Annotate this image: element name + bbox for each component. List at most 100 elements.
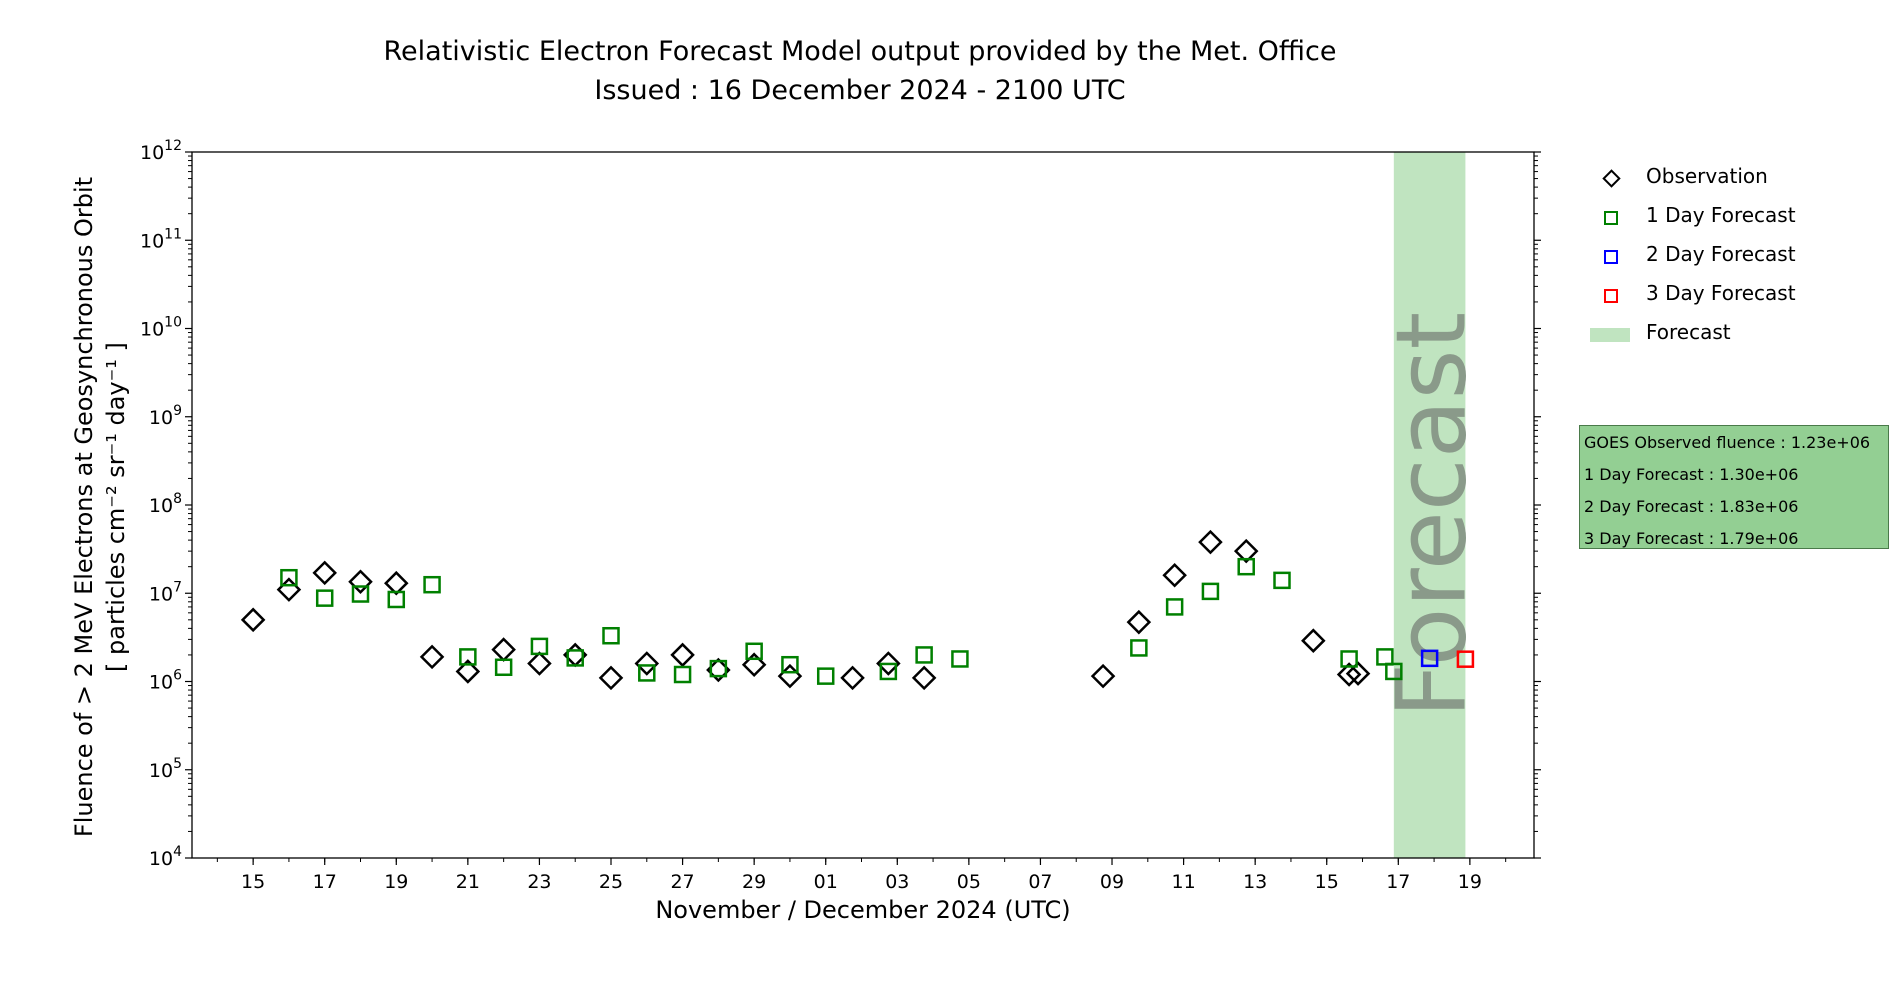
observation-point	[1233, 538, 1259, 564]
observation-point	[527, 651, 552, 676]
x-tick-label: 11	[1171, 871, 1195, 893]
y-axis-label: Fluence of > 2 MeV Electrons at Geosynch…	[70, 176, 98, 838]
1-day-forecast-point	[673, 665, 692, 684]
1-day-forecast-point	[387, 590, 406, 609]
y-tick-label: 109	[149, 403, 182, 429]
1-day-forecast-point	[816, 667, 835, 685]
observation-point	[1336, 662, 1362, 687]
1-day-forecast-point	[530, 637, 549, 656]
observation-point	[384, 570, 409, 596]
1-day-forecast-point	[1273, 571, 1291, 590]
observation-point	[491, 637, 516, 662]
1-day-forecast-point	[423, 575, 441, 594]
legend-label: Forecast	[1646, 320, 1731, 344]
observation-point	[1198, 529, 1223, 555]
observation-point	[455, 659, 481, 684]
blue-square-marker-icon	[1604, 250, 1618, 264]
plot-frame	[191, 151, 1535, 859]
observation-point	[1126, 609, 1152, 635]
x-tick-label: 05	[957, 871, 981, 893]
1-day-forecast-point	[915, 646, 933, 664]
1-day-forecast-point	[1130, 639, 1148, 657]
legend-label: 2 Day Forecast	[1646, 242, 1796, 266]
observation-point	[840, 665, 865, 691]
green-square-marker-icon	[1604, 211, 1618, 225]
1-day-forecast-point	[494, 658, 513, 677]
chart-title: Relativistic Electron Forecast Model out…	[383, 36, 1337, 67]
y-tick-label: 1010	[140, 315, 182, 341]
observation-point	[741, 652, 767, 677]
observation-point	[634, 651, 660, 676]
2-day-forecast-point	[1420, 649, 1439, 668]
y-tick-label: 1012	[140, 138, 182, 164]
3-day-forecast-point	[1456, 650, 1475, 668]
observation-point	[348, 569, 373, 595]
red-square-marker-icon	[1604, 289, 1618, 303]
observation-point	[1090, 663, 1116, 689]
1-day-forecast-point	[566, 649, 584, 667]
y-tick-label: 107	[149, 579, 182, 605]
info-1-day-forecast: 1 Day Forecast : 1.30e+06	[1584, 465, 1799, 484]
x-tick-label: 13	[1243, 871, 1267, 893]
x-tick-label: 17	[1386, 871, 1410, 893]
x-tick-label: 21	[456, 871, 480, 893]
x-tick-label: 15	[241, 871, 265, 893]
y-tick-label: 104	[149, 844, 182, 870]
y-axis-units-label: [ particles cm⁻² sr⁻¹ day⁻¹ ]	[102, 342, 130, 672]
1-day-forecast-point	[351, 585, 370, 603]
observation-point	[1345, 661, 1371, 686]
1-day-forecast-point	[1165, 598, 1184, 616]
x-tick-label: 17	[313, 871, 337, 893]
chart-subtitle: Issued : 16 December 2024 - 2100 UTC	[594, 75, 1126, 106]
y-tick-label: 106	[149, 668, 182, 694]
observation-point	[312, 560, 337, 586]
x-tick-label: 07	[1028, 871, 1052, 893]
x-tick-label: 01	[814, 871, 838, 893]
info-3-day-forecast: 3 Day Forecast : 1.79e+06	[1584, 529, 1799, 548]
x-tick-label: 27	[670, 871, 694, 893]
fluence-info-box: GOES Observed fluence : 1.23e+06 1 Day F…	[1579, 425, 1889, 549]
observation-point	[876, 651, 901, 676]
1-day-forecast-point	[781, 655, 799, 674]
y-tick-label: 105	[149, 756, 182, 782]
x-tick-label: 19	[384, 871, 408, 893]
1-day-forecast-point	[602, 626, 620, 645]
y-tick-label: 1011	[140, 226, 182, 252]
1-day-forecast-point	[951, 650, 969, 668]
info-observed-fluence: GOES Observed fluence : 1.23e+06	[1584, 433, 1871, 452]
1-day-forecast-point	[315, 589, 334, 607]
1-day-forecast-point	[638, 664, 656, 682]
observation-point	[419, 644, 445, 670]
x-tick-label: 09	[1100, 871, 1124, 893]
x-tick-label: 15	[1315, 871, 1339, 893]
1-day-forecast-point	[709, 659, 728, 678]
observation-point	[240, 607, 266, 633]
x-tick-label: 03	[885, 871, 909, 893]
1-day-forecast-point	[1340, 650, 1358, 668]
x-tick-label: 29	[742, 871, 766, 893]
observation-point	[598, 665, 624, 691]
1-day-forecast-point	[459, 648, 477, 666]
observation-point	[1162, 562, 1187, 588]
1-day-forecast-point	[1201, 582, 1220, 601]
1-day-forecast-point	[745, 642, 763, 661]
1-day-forecast-point	[879, 662, 898, 681]
observation-point	[911, 665, 937, 691]
legend-label: 3 Day Forecast	[1646, 281, 1796, 305]
legend-label: 1 Day Forecast	[1646, 203, 1796, 227]
forecast-band	[1393, 152, 1466, 858]
1-day-forecast-point	[280, 568, 298, 587]
1-day-forecast-point	[1237, 557, 1255, 576]
y-tick-label: 108	[149, 491, 182, 517]
observation-point	[670, 642, 695, 668]
observation-point	[1301, 628, 1326, 653]
x-tick-label: 25	[599, 871, 623, 893]
x-tick-label: 23	[527, 871, 551, 893]
info-2-day-forecast: 2 Day Forecast : 1.83e+06	[1584, 497, 1799, 516]
forecast-band-swatch-icon	[1590, 328, 1630, 342]
1-day-forecast-point	[1376, 648, 1394, 666]
x-tick-label: 19	[1458, 871, 1482, 893]
legend-label: Observation	[1646, 164, 1768, 188]
